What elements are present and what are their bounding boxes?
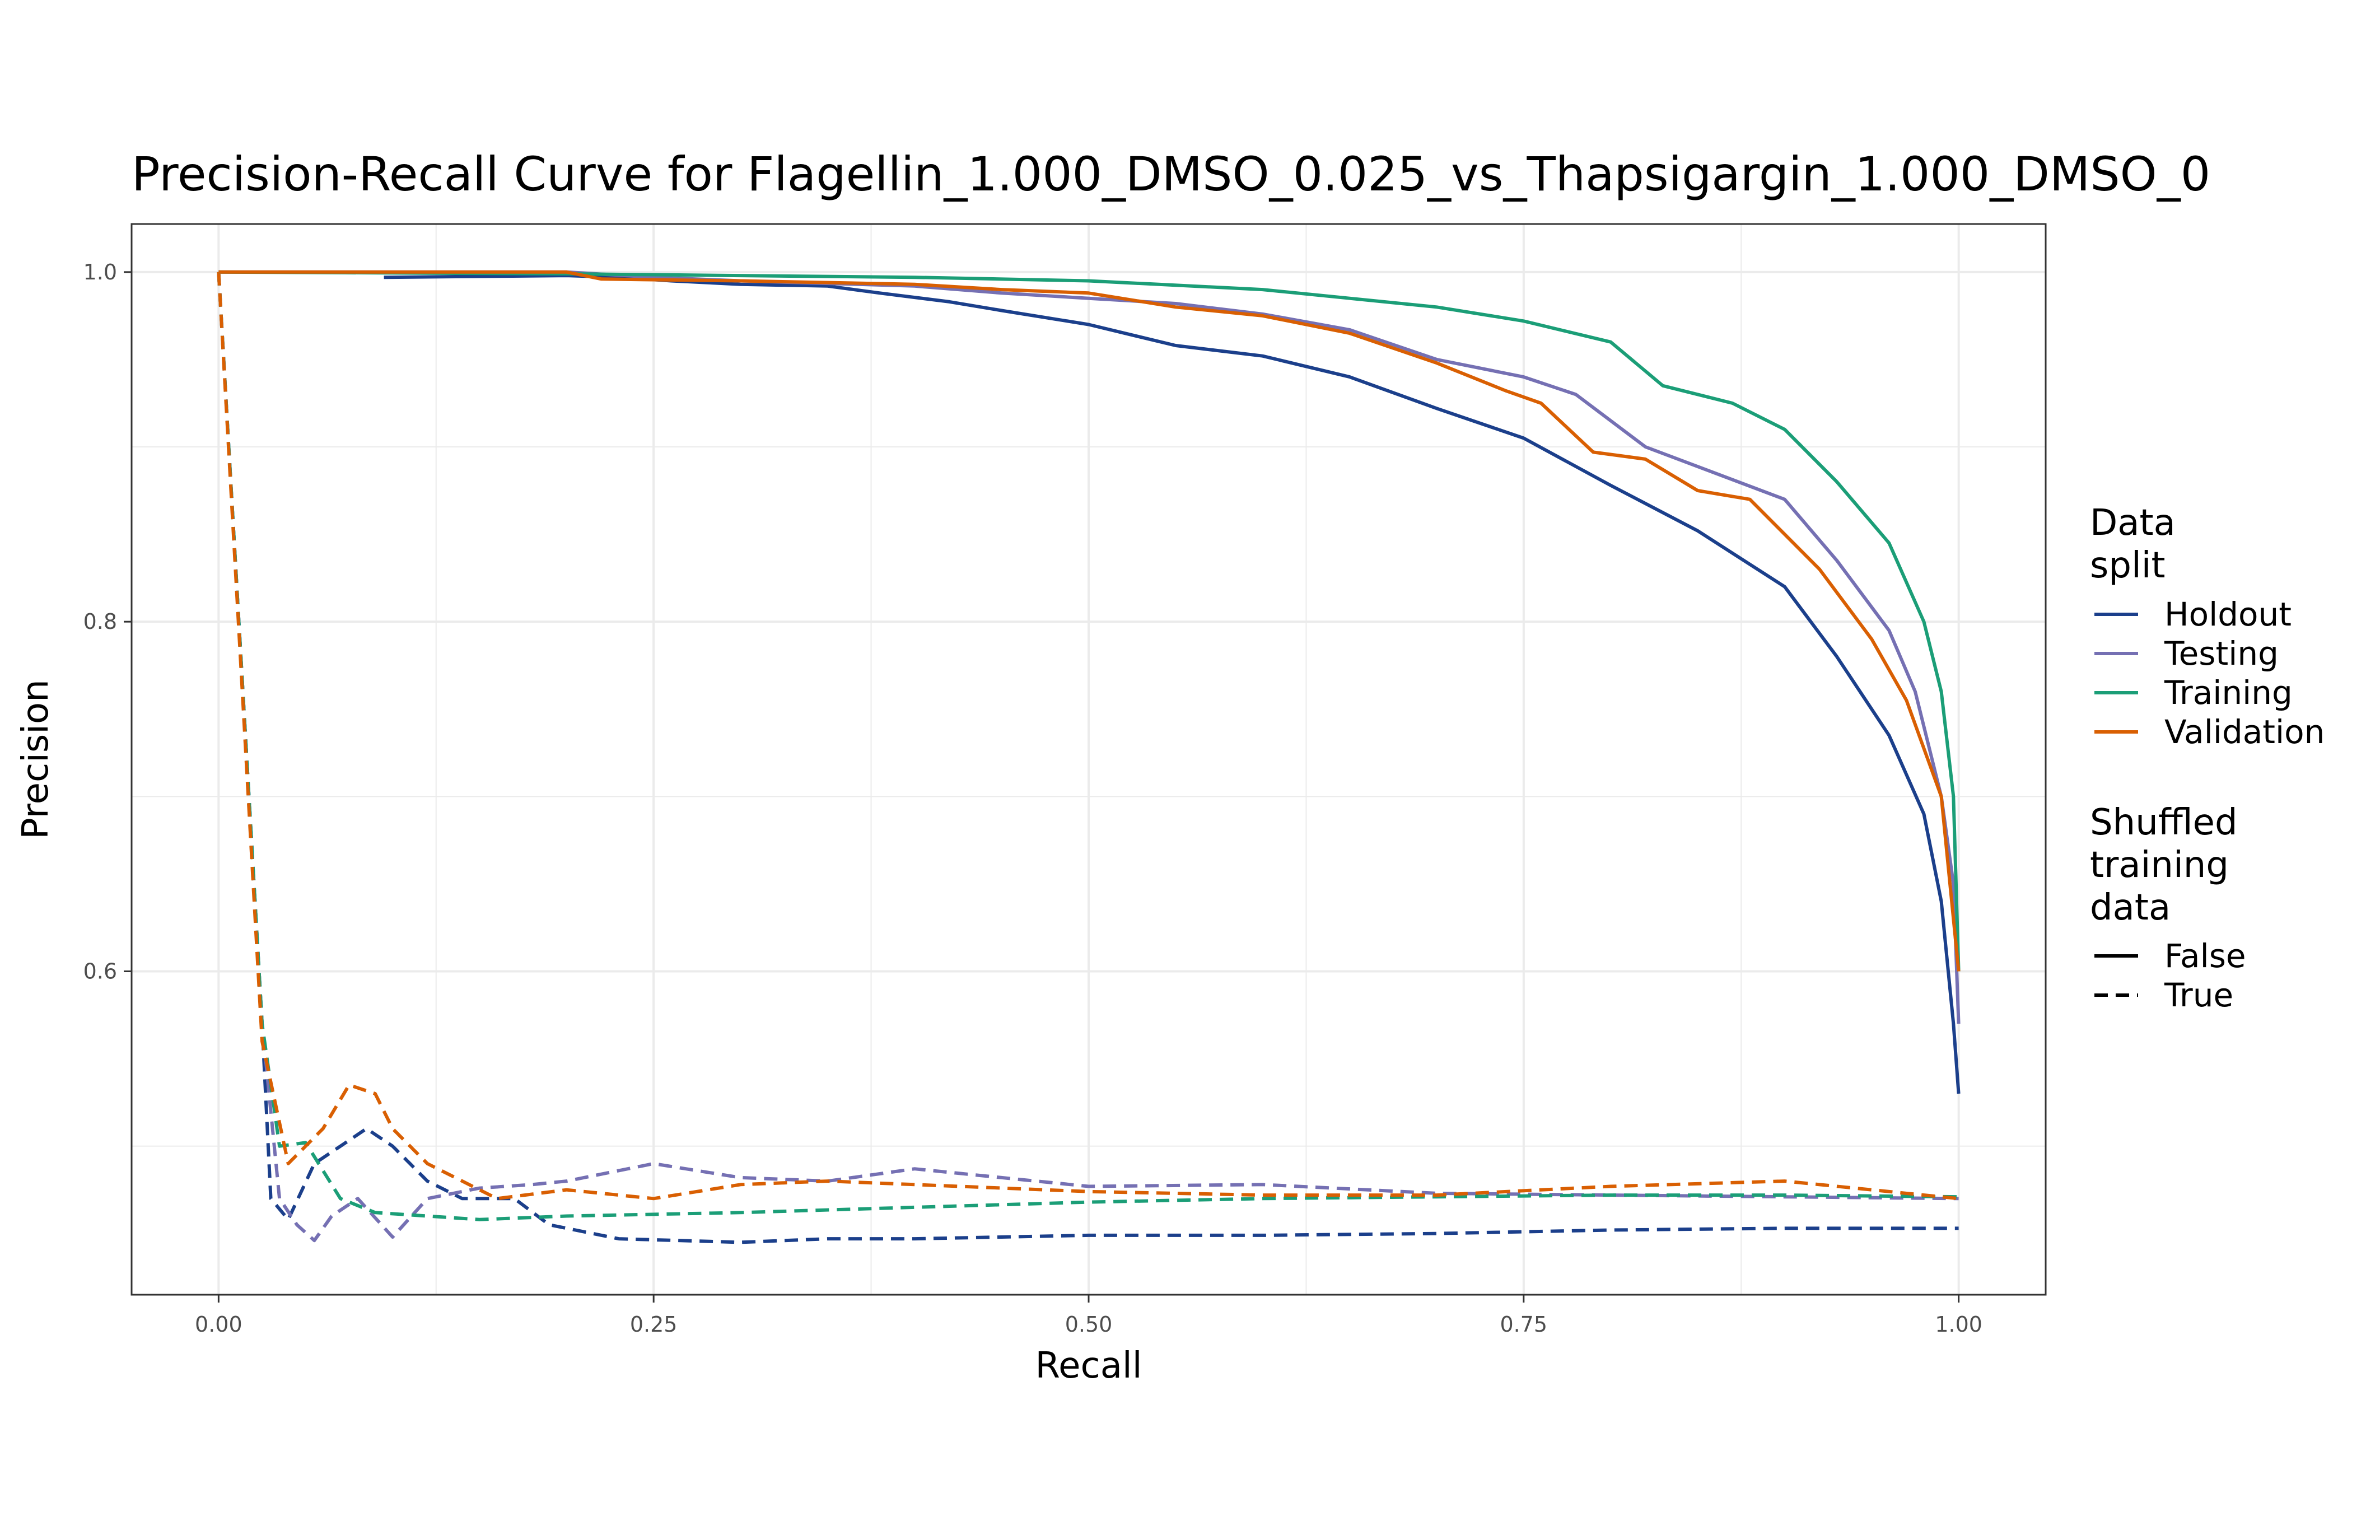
x-tick-label: 1.00 xyxy=(1935,1312,1982,1337)
series-line-training-shuffled xyxy=(217,272,1959,1221)
series-line-testing-shuffled xyxy=(217,272,1959,1243)
x-axis: 0.00 0.25 0.50 0.75 1.00 xyxy=(195,1295,1982,1337)
legend-label-holdout: Holdout xyxy=(2164,595,2292,633)
x-tick-label: 0.25 xyxy=(630,1312,678,1337)
legend-label-validation: Validation xyxy=(2164,713,2325,751)
x-axis-title: Recall xyxy=(1035,1345,1142,1387)
legend-title-linetype-line: data xyxy=(2090,887,2171,928)
legend-title-color-line: split xyxy=(2090,545,2166,586)
legend-label-training: Training xyxy=(2164,674,2293,712)
y-tick-label: 0.6 xyxy=(83,959,117,983)
chart-title: Precision-Recall Curve for Flagellin_1.0… xyxy=(132,147,2210,202)
series-line-validation-shuffled xyxy=(217,272,1959,1201)
legend-title-color: Data split xyxy=(2090,502,2187,586)
series-layer xyxy=(217,270,1961,1244)
legend-label-testing: Testing xyxy=(2164,634,2279,673)
x-tick-label: 0.75 xyxy=(1500,1312,1548,1337)
series-line-holdout-shuffled xyxy=(217,272,1959,1244)
series-line-validation xyxy=(218,270,1961,972)
grid-major xyxy=(132,224,2046,1295)
y-axis-title: Precision xyxy=(15,679,57,839)
y-tick-label: 0.8 xyxy=(83,609,117,634)
x-tick-label: 0.50 xyxy=(1065,1312,1113,1337)
x-tick-label: 0.00 xyxy=(195,1312,242,1337)
legend-title-linetype-line: training xyxy=(2090,844,2229,886)
series-line-holdout xyxy=(384,274,1961,1094)
legend-title-color-line: Data xyxy=(2090,502,2176,544)
y-tick-label: 1.0 xyxy=(83,260,117,284)
y-axis: 0.6 0.8 1.0 xyxy=(83,260,132,983)
legend-label-false: False xyxy=(2164,937,2246,975)
legend: Data split HoldoutTestingTrainingValidat… xyxy=(2090,502,2325,1014)
series-line-training xyxy=(218,270,1961,972)
plot-panel xyxy=(130,223,2047,1296)
legend-label-true: True xyxy=(2164,976,2233,1014)
legend-title-linetype-line: Shuffled xyxy=(2090,802,2238,843)
legend-title-linetype: Shuffled training data xyxy=(2090,802,2249,928)
